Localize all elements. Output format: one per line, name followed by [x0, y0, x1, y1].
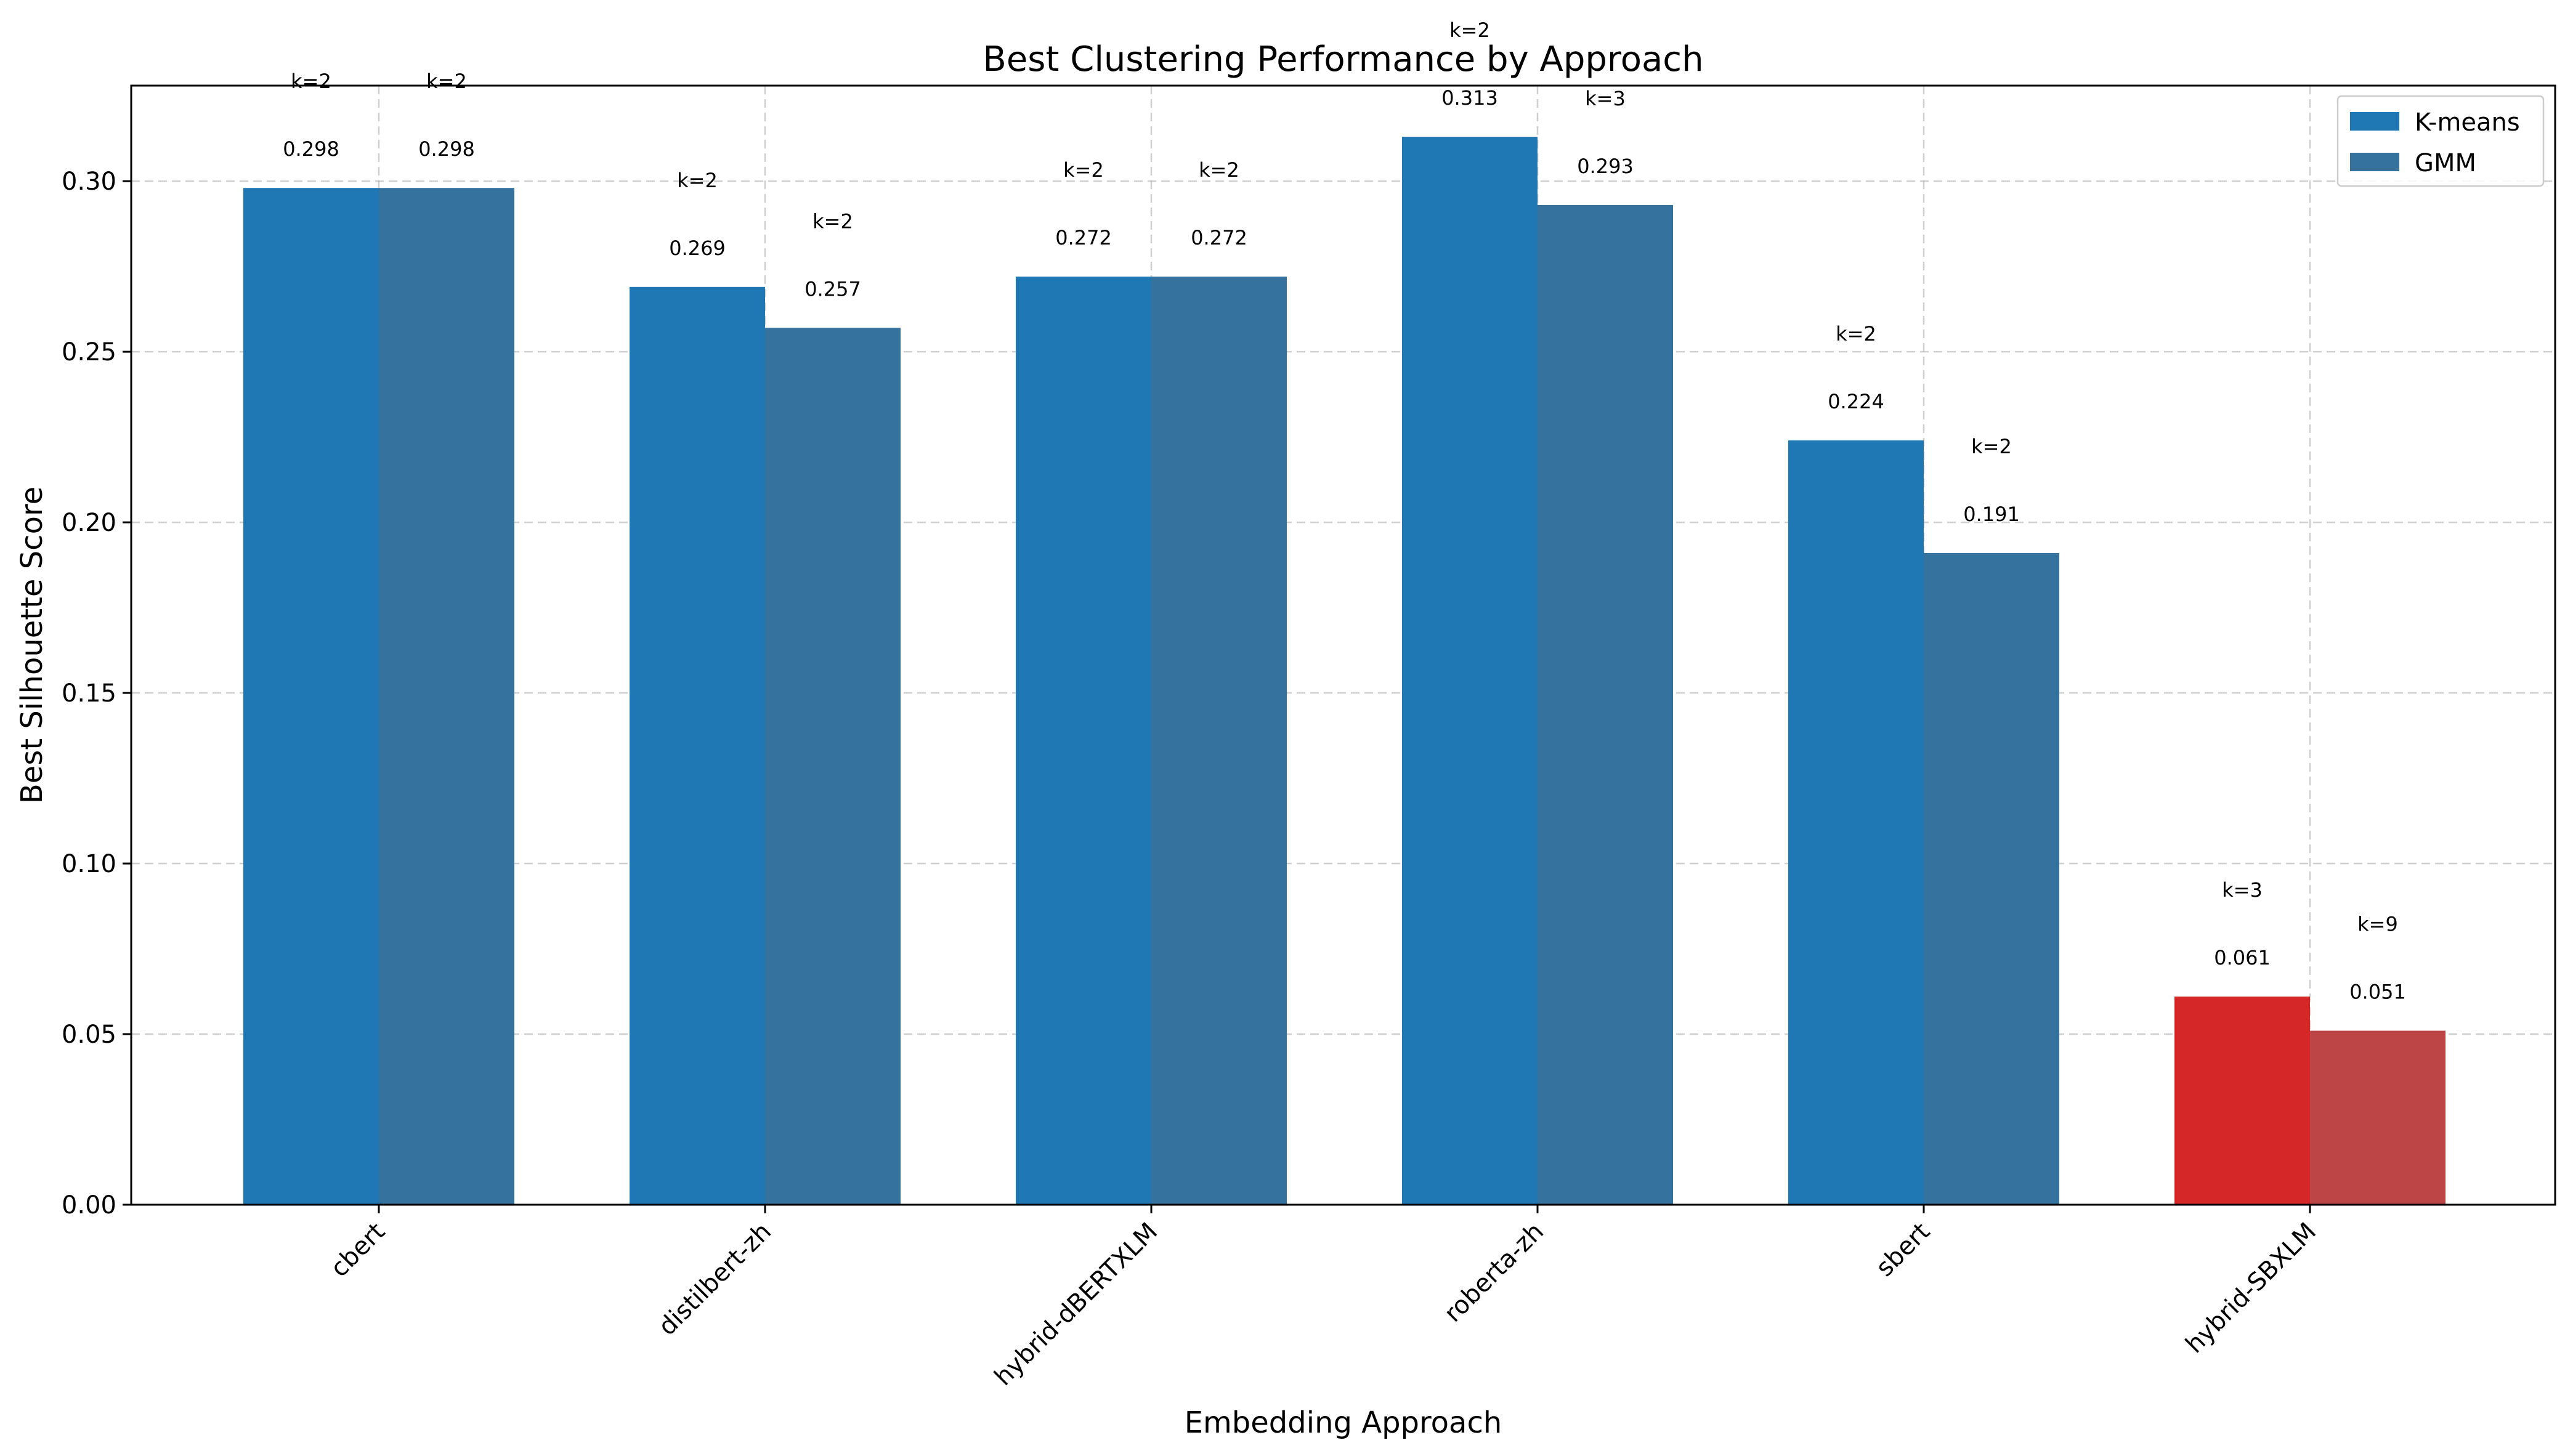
y-ticks: 0.00 0.05 0.10 0.15 0.20 0.25 0.30: [62, 168, 131, 1219]
legend: K-means GMM: [2336, 95, 2545, 187]
legend-swatch-kmeans: [2350, 112, 2399, 131]
y-tick-label: 0.30: [62, 168, 116, 196]
plot-frame: [130, 84, 2556, 1206]
x-tick-label: hybrid-dBERTXLM: [989, 1218, 1163, 1391]
y-tick-label: 0.20: [62, 509, 116, 537]
axes: [130, 84, 2556, 1206]
y-tick-label: 0.15: [62, 679, 116, 708]
y-tick-label: 0.25: [62, 338, 116, 366]
legend-entry-gmm: GMM: [2415, 149, 2476, 177]
bar-k-label: k=2: [677, 169, 718, 192]
bar-labels: 0.298 k=2 0.269 k=2 0.272 k=2 0.313 k=2 0.224 k=2…: [283, 18, 2406, 1003]
bar-gmm-cbert: [379, 188, 514, 1205]
bar-value-label: 0.061: [2214, 946, 2271, 969]
bar-k-means-roberta-zh: [1402, 137, 1538, 1205]
x-tick-label: sbert: [1871, 1218, 1935, 1282]
y-tick-label: 0.10: [62, 850, 116, 878]
chart-title: Best Clustering Performance by Approach: [983, 39, 1703, 79]
bar-value-label: 0.257: [804, 277, 861, 301]
bar-k-label: k=2: [1971, 435, 2012, 458]
bar-value-label: 0.298: [418, 137, 475, 161]
bar-value-label: 0.293: [1577, 155, 1634, 178]
x-tick-label: distilbert-zh: [653, 1218, 777, 1341]
legend-swatch-gmm: [2350, 153, 2399, 171]
bar-value-label: 0.272: [1191, 226, 1247, 249]
bar-value-label: 0.269: [669, 237, 726, 260]
bar-k-label: k=2: [1836, 322, 1876, 346]
bar-gmm-hybrid-dBERTXLM: [1151, 277, 1287, 1205]
y-axis-label: Best Silhouette Score: [15, 487, 49, 804]
bar-value-label: 0.313: [1441, 86, 1498, 110]
bar-k-means-hybrid-SBXLM: [2174, 997, 2310, 1205]
legend-entry-kmeans: K-means: [2415, 108, 2520, 137]
bar-k-label: k=2: [812, 209, 853, 233]
bar-k-label: k=2: [1063, 158, 1104, 182]
x-tick-label: roberta-zh: [1439, 1218, 1549, 1328]
bar-value-label: 0.191: [1963, 503, 2020, 526]
bar-k-label: k=2: [426, 70, 467, 93]
bar-k-label: k=2: [1449, 18, 1490, 42]
x-axis-label: Embedding Approach: [1185, 1405, 1502, 1440]
bars: [243, 137, 2445, 1205]
bar-value-label: 0.224: [1828, 390, 1884, 413]
bar-gmm-roberta-zh: [1538, 204, 1673, 1205]
bar-k-label: k=2: [1199, 158, 1239, 182]
x-tick-label: hybrid-SBXLM: [2180, 1218, 2322, 1359]
bar-k-means-sbert: [1788, 440, 1924, 1205]
bar-value-label: 0.298: [283, 137, 339, 161]
x-tick-label: cbert: [325, 1218, 391, 1283]
bar-gmm-distilbert-zh: [765, 328, 901, 1205]
y-tick-label: 0.00: [62, 1191, 116, 1219]
bar-k-means-distilbert-zh: [630, 286, 765, 1205]
x-ticks: cbert distilbert-zh hybrid-dBERTXLM roberta…: [325, 1205, 2322, 1391]
bar-gmm-hybrid-SBXLM: [2310, 1030, 2445, 1205]
bar-k-label: k=3: [1585, 87, 1626, 110]
bar-k-label: k=3: [2222, 878, 2263, 902]
y-tick-label: 0.05: [62, 1021, 116, 1049]
bar-value-label: 0.051: [2349, 980, 2406, 1003]
bar-k-label: k=9: [2357, 912, 2398, 936]
bar-gmm-sbert: [1924, 552, 2059, 1205]
bar-value-label: 0.272: [1055, 226, 1112, 249]
bar-k-means-hybrid-dBERTXLM: [1016, 277, 1151, 1205]
bar-k-label: k=2: [291, 70, 331, 93]
bar-k-means-cbert: [243, 188, 379, 1205]
